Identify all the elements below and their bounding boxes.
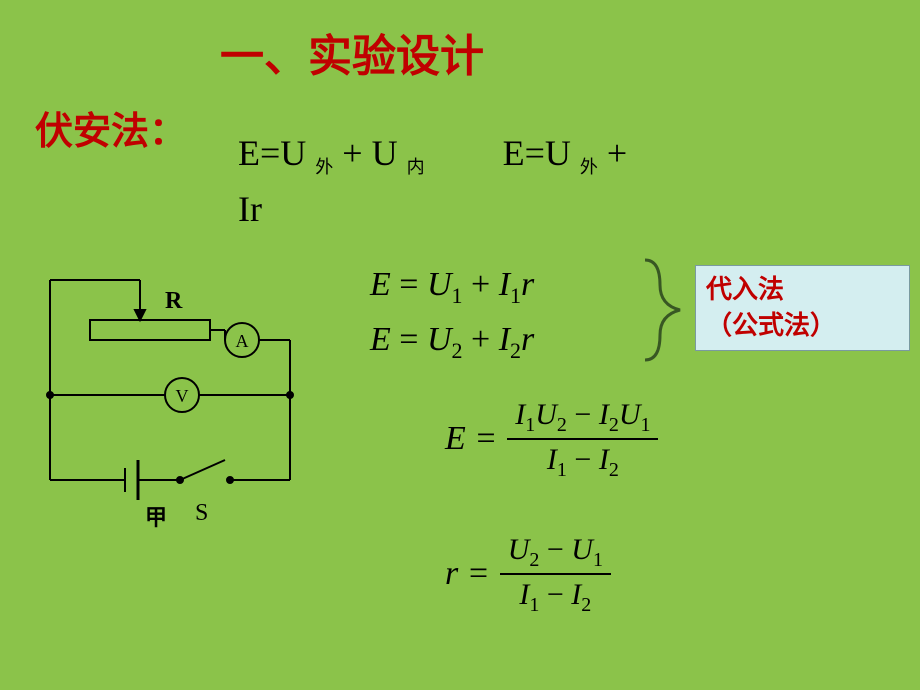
derived-E-lhs: E = (445, 420, 497, 458)
method-box: 代入法 （公式法） (695, 265, 910, 351)
formula1-sub1: 外 (315, 157, 333, 177)
formula2-part1: E=U (503, 133, 571, 173)
rheostat-label: R (165, 288, 182, 315)
formula-ir: Ir (238, 188, 262, 230)
switch-label: S (195, 500, 208, 527)
method-line2: （公式法） (706, 308, 899, 344)
equation-system: E = U1 + I1r E = U2 + I2r (370, 258, 534, 368)
derived-E-numerator: I1U2 − I2U1 (507, 395, 658, 438)
derived-r-numerator: U2 − U1 (500, 530, 611, 573)
section-title: 一、实验设计 (220, 20, 484, 84)
formula1-sub2: 内 (407, 157, 425, 177)
derived-E-denominator: I1 − I2 (539, 440, 627, 483)
formula2-sub1: 外 (580, 157, 598, 177)
formula-row-1: E=U 外 + U 内 E=U 外 + (238, 132, 627, 179)
derived-r-denominator: I1 − I2 (511, 575, 599, 618)
eq-line-2: E = U2 + I2r (370, 313, 534, 368)
formula1-part1: E=U (238, 133, 306, 173)
ammeter-label: A (236, 331, 249, 351)
derived-E-equation: E = I1U2 − I2U1 I1 − I2 (445, 395, 658, 483)
formula2-plus: + (607, 133, 627, 173)
derived-r-equation: r = U2 − U1 I1 − I2 (445, 530, 611, 618)
formula1-plus: + U (342, 133, 397, 173)
figure-label-jia: 甲 (145, 500, 167, 532)
curly-brace-icon (640, 255, 690, 365)
method-line1: 代入法 (706, 272, 899, 308)
voltmeter-label: V (176, 386, 189, 406)
method-subtitle: 伏安法： (35, 100, 187, 155)
eq-line-1: E = U1 + I1r (370, 258, 534, 313)
derived-r-lhs: r = (445, 555, 490, 593)
